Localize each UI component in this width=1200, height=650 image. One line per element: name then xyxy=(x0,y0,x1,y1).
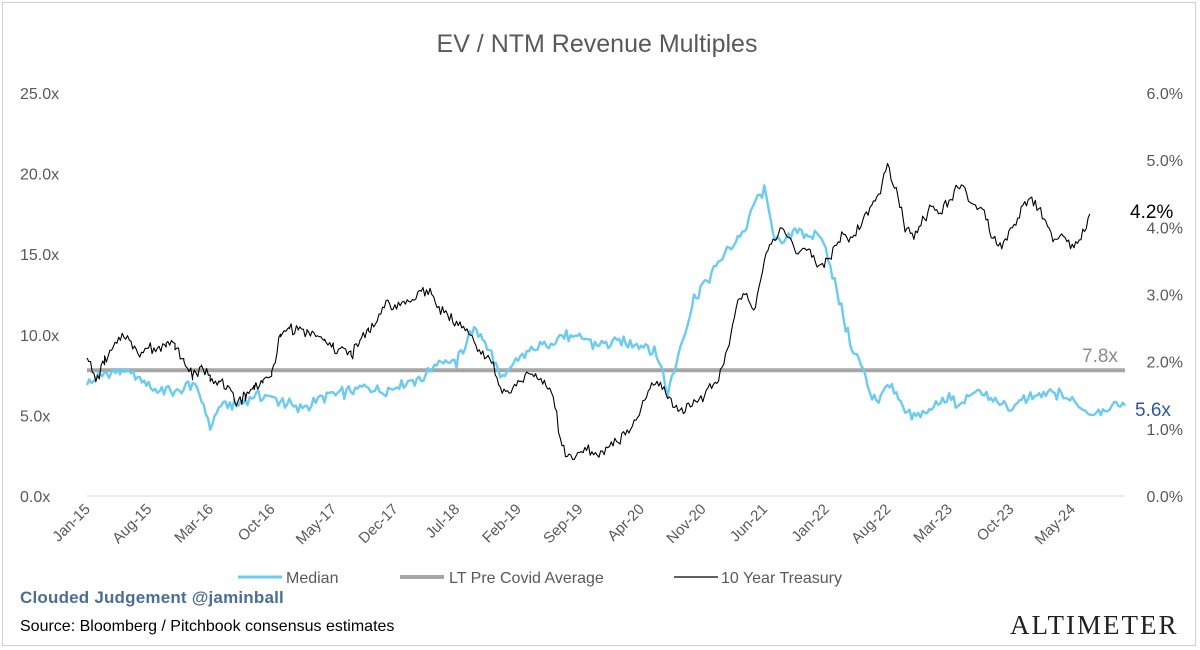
x-tick-label: Aug-22 xyxy=(848,501,894,547)
right-tick-label: 4.0% xyxy=(1147,220,1183,237)
x-axis-ticks: Jan-15 Aug-15 Mar-16 Oct-16 May-17 Dec-17 Jul-… xyxy=(49,501,1079,548)
x-tick-label: Aug-15 xyxy=(109,501,155,547)
right-tick-label: 3.0% xyxy=(1147,288,1183,305)
x-tick-label: Oct-16 xyxy=(235,501,279,545)
left-tick-label: 0.0x xyxy=(20,489,50,506)
median-end-label: 5.6x xyxy=(1135,400,1171,421)
author-credit: Clouded Judgement @jaminball xyxy=(20,588,284,607)
source-note: Source: Bloomberg / Pitchbook consensus … xyxy=(20,618,395,635)
right-tick-label: 0.0% xyxy=(1147,489,1183,506)
legend-label-average: LT Pre Covid Average xyxy=(449,570,604,587)
left-tick-label: 20.0x xyxy=(20,167,59,184)
x-tick-label: May-17 xyxy=(293,501,340,548)
x-tick-label: Jul-18 xyxy=(422,501,463,542)
left-tick-label: 10.0x xyxy=(20,328,59,345)
legend-label-median: Median xyxy=(286,570,338,587)
x-tick-label: Jan-22 xyxy=(788,501,832,545)
left-axis-ticks: 0.0x 5.0x 10.0x 15.0x 20.0x 25.0x xyxy=(20,86,59,506)
right-axis-ticks: 0.0% 1.0% 2.0% 3.0% 4.0% 5.0% 6.0% xyxy=(1147,86,1183,506)
x-tick-label: Feb-19 xyxy=(479,501,525,547)
left-tick-label: 5.0x xyxy=(20,408,50,425)
series-layer xyxy=(85,162,1126,460)
x-tick-label: Mar-16 xyxy=(171,501,217,547)
x-tick-label: Jan-15 xyxy=(49,501,93,545)
average-end-label: 7.8x xyxy=(1082,346,1118,367)
x-tick-label: Apr-20 xyxy=(604,501,648,545)
left-tick-label: 15.0x xyxy=(20,247,59,264)
legend-label-treasury: 10 Year Treasury xyxy=(721,570,842,587)
legend: Median LT Pre Covid Average 10 Year Trea… xyxy=(238,570,842,587)
left-tick-label: 25.0x xyxy=(20,86,59,103)
right-tick-label: 1.0% xyxy=(1147,422,1183,439)
x-tick-label: Sep-19 xyxy=(540,501,586,547)
x-tick-label: Nov-20 xyxy=(663,501,709,547)
x-tick-label: May-24 xyxy=(1032,501,1079,548)
right-tick-label: 5.0% xyxy=(1147,153,1183,170)
chart-title: EV / NTM Revenue Multiples xyxy=(437,30,758,58)
treasury-end-label: 4.2% xyxy=(1130,202,1173,223)
x-tick-label: Jun-21 xyxy=(727,501,771,545)
series-treasury-line xyxy=(86,162,1091,460)
altimeter-logo: ALTIMETER xyxy=(1010,610,1179,640)
series-median-line xyxy=(85,184,1126,431)
x-tick-label: Oct-23 xyxy=(974,501,1018,545)
right-tick-label: 6.0% xyxy=(1147,86,1183,103)
x-tick-label: Dec-17 xyxy=(355,501,401,547)
right-tick-label: 2.0% xyxy=(1147,355,1183,372)
x-tick-label: Mar-23 xyxy=(910,501,956,547)
